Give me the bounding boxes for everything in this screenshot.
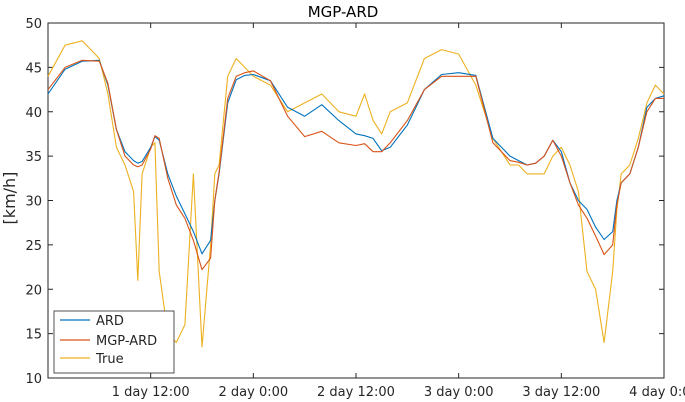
y-tick-label: 35 [25, 150, 42, 165]
y-axis-label: [km/h] [0, 172, 19, 225]
y-tick-label: 30 [25, 195, 42, 210]
series-line-mgp-ard [47, 59, 664, 271]
axis-ticks: 10 15 20 25 30 35 40 45 50 1 day 12:00 2 day 0:00 2… [25, 17, 685, 400]
legend-label-ard: ARD [96, 314, 124, 329]
y-tick-label: 15 [25, 328, 42, 343]
x-tick-label: 4 day 0:00 [629, 385, 685, 400]
series-group [47, 40, 665, 348]
x-tick-label: 3 day 0:00 [424, 385, 494, 400]
legend-box [53, 310, 175, 374]
x-tick-label: 2 day 12:00 [317, 385, 395, 400]
x-tick-label: 3 day 12:00 [522, 385, 600, 400]
chart-title: MGP-ARD [308, 3, 379, 21]
legend-label-mgp-ard: MGP-ARD [96, 334, 157, 349]
legend-label-true: True [95, 352, 124, 367]
y-tick-label: 20 [25, 283, 42, 298]
series-line-true [47, 40, 665, 348]
y-tick-label: 45 [25, 61, 42, 76]
legend: ARD MGP-ARD True [53, 310, 175, 374]
y-tick-label: 50 [25, 17, 42, 32]
y-tick-label: 40 [25, 106, 42, 121]
y-tick-label: 25 [25, 239, 42, 254]
y-tick-label: 10 [25, 372, 42, 387]
x-tick-label: 1 day 12:00 [112, 385, 190, 400]
x-tick-label: 2 day 0:00 [219, 385, 289, 400]
